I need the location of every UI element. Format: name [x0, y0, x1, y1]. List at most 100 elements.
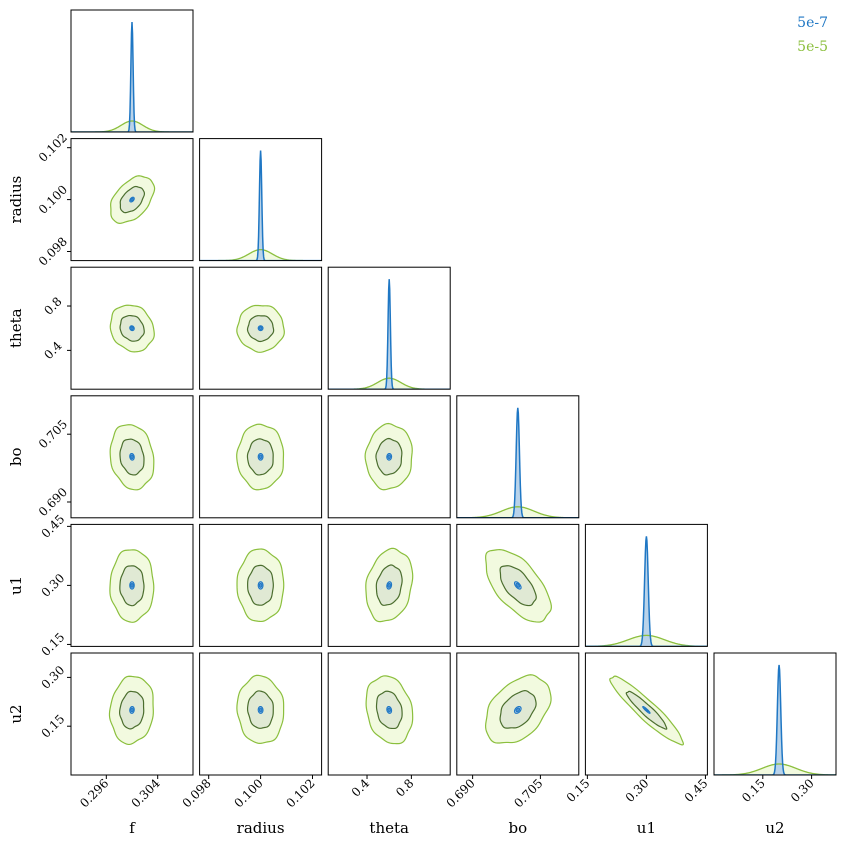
legend-entry-5e-5: 5e-5: [797, 39, 828, 55]
panel-u1-vs-radius: [199, 523, 323, 647]
panel-frame: [327, 523, 451, 647]
panel-u1-vs-theta: [327, 523, 451, 647]
x-axis-label-f: f: [129, 819, 136, 837]
density-fill-theta-5e-7: [328, 279, 451, 390]
panel-frame: [584, 523, 708, 647]
contour-inner-5e-7: [643, 707, 649, 713]
panel-frame: [456, 523, 580, 647]
contour-inner-5e-7: [130, 582, 134, 588]
y-axis-label-u2: u2: [7, 704, 25, 723]
contour-inner-5e-7: [130, 707, 134, 713]
panel-frame: [327, 395, 451, 519]
x-tick-label-theta: 0.4: [349, 776, 373, 800]
panel-theta-vs-f: 0.4 0.8: [41, 266, 194, 390]
density-f-5e-7: [71, 21, 193, 132]
x-tick-label-u2: 0.15: [739, 776, 768, 805]
panel-frame: [199, 266, 323, 390]
panel-frame: [70, 395, 194, 519]
panel-u2-vs-u2: 0.15 0.30: [713, 652, 837, 805]
y-tick-label-u2: 0.30: [39, 663, 68, 692]
x-axis-label-theta: theta: [369, 819, 409, 837]
panel-u1-vs-u1: [584, 523, 708, 647]
legend-entry-5e-7: 5e-7: [797, 15, 828, 31]
x-tick-label-u2: 0.30: [788, 776, 817, 805]
density-fill-bo-5e-7: [456, 407, 579, 518]
x-tick-label-u1: 0.45: [682, 776, 711, 805]
density-u2-5e-7: [714, 664, 836, 775]
y-tick-label-u1: 0.15: [39, 630, 68, 659]
contour-inner-5e-7: [130, 454, 134, 460]
panel-u1-vs-bo: [456, 523, 580, 647]
contour-inner-5e-7: [387, 582, 391, 588]
panel-u2-vs-theta: 0.4 0.8: [327, 652, 451, 800]
panel-frame: [456, 395, 580, 519]
x-tick-label-bo: 0.705: [511, 776, 545, 810]
x-tick-label-bo: 0.690: [444, 776, 478, 810]
y-tick-label-radius: 0.102: [36, 131, 70, 165]
x-tick-label-radius: 0.102: [283, 776, 317, 810]
panel-u2-vs-bo: 0.690 0.705: [444, 652, 580, 810]
y-tick-label-theta: 0.8: [41, 294, 64, 317]
contour-inner-5e-7: [258, 707, 263, 713]
panel-radius-vs-f: 0.098 0.100 0.102: [36, 131, 194, 269]
panel-radius-vs-radius: [199, 138, 323, 262]
panel-bo-vs-f: 0.690 0.705: [36, 395, 194, 519]
x-tick-label-radius: 0.098: [180, 776, 214, 810]
x-axis-label-radius: radius: [237, 819, 285, 837]
x-tick-label-theta: 0.8: [393, 776, 416, 799]
panel-u2-vs-f: 0.296 0.304 0.15 0.30: [39, 652, 194, 810]
contour-inner-5e-7: [387, 707, 391, 713]
x-tick-label-f: 0.304: [129, 776, 163, 810]
y-tick-label-theta: 0.4: [41, 338, 65, 362]
x-axis-label-bo: bo: [508, 819, 527, 837]
contour-inner-5e-7: [130, 197, 134, 202]
density-u1-5e-5: [585, 634, 708, 647]
y-axis-label-radius: radius: [7, 176, 25, 224]
panel-frame: [199, 523, 323, 647]
y-tick-label-u1: 0.30: [39, 571, 68, 600]
panel-frame: [70, 266, 194, 390]
x-axis-label-u1: u1: [637, 819, 656, 837]
panel-bo-vs-radius: [199, 395, 323, 519]
panel-f-vs-f: [70, 9, 194, 133]
panel-u1-vs-f: 0.150.300.45: [39, 512, 194, 659]
y-tick-label-bo: 0.705: [36, 417, 70, 451]
x-tick-label-u1: 0.30: [623, 776, 652, 805]
y-axis-label-theta: theta: [7, 308, 25, 348]
density-fill-radius-5e-7: [199, 150, 322, 261]
panel-frame: [70, 9, 194, 133]
y-axis-label-bo: bo: [7, 447, 25, 466]
panel-frame: [327, 266, 451, 390]
panel-frame: [327, 652, 451, 776]
panel-frame: [456, 652, 580, 776]
contour-inner-5e-7: [130, 326, 134, 330]
density-bo-5e-7: [456, 407, 579, 518]
contour-inner-5e-7: [387, 454, 391, 460]
y-tick-label-bo: 0.690: [36, 485, 70, 519]
density-fill-u1-5e-7: [585, 536, 708, 647]
density-fill-f-5e-7: [71, 22, 193, 132]
y-tick-label-radius: 0.098: [36, 234, 70, 268]
x-tick-label-radius: 0.100: [232, 776, 266, 810]
contour-inner-5e-7: [258, 454, 263, 460]
panel-u2-vs-u1: 0.15 0.30 0.45: [564, 652, 711, 805]
panel-u2-vs-radius: 0.098 0.100 0.102: [180, 652, 323, 810]
panel-bo-vs-bo: [456, 395, 580, 519]
y-tick-label-u2: 0.15: [39, 712, 68, 741]
panel-theta-vs-radius: [199, 266, 323, 390]
contour-inner-5e-7: [515, 582, 521, 588]
x-tick-label-u1: 0.15: [564, 776, 593, 805]
contour-inner-5e-7: [258, 326, 263, 330]
panel-frame: [199, 138, 323, 262]
panel-frame: [199, 395, 323, 519]
x-tick-label-f: 0.296: [77, 776, 111, 810]
contour-inner-5e-7: [258, 582, 263, 588]
panel-frame: [70, 652, 194, 776]
contour-inner-5e-7: [515, 707, 521, 713]
panel-bo-vs-theta: [327, 395, 451, 519]
y-tick-label-radius: 0.100: [36, 183, 70, 217]
x-axis-label-u2: u2: [765, 819, 784, 837]
panel-theta-vs-theta: [327, 266, 451, 390]
y-axis-label-u1: u1: [7, 576, 25, 595]
